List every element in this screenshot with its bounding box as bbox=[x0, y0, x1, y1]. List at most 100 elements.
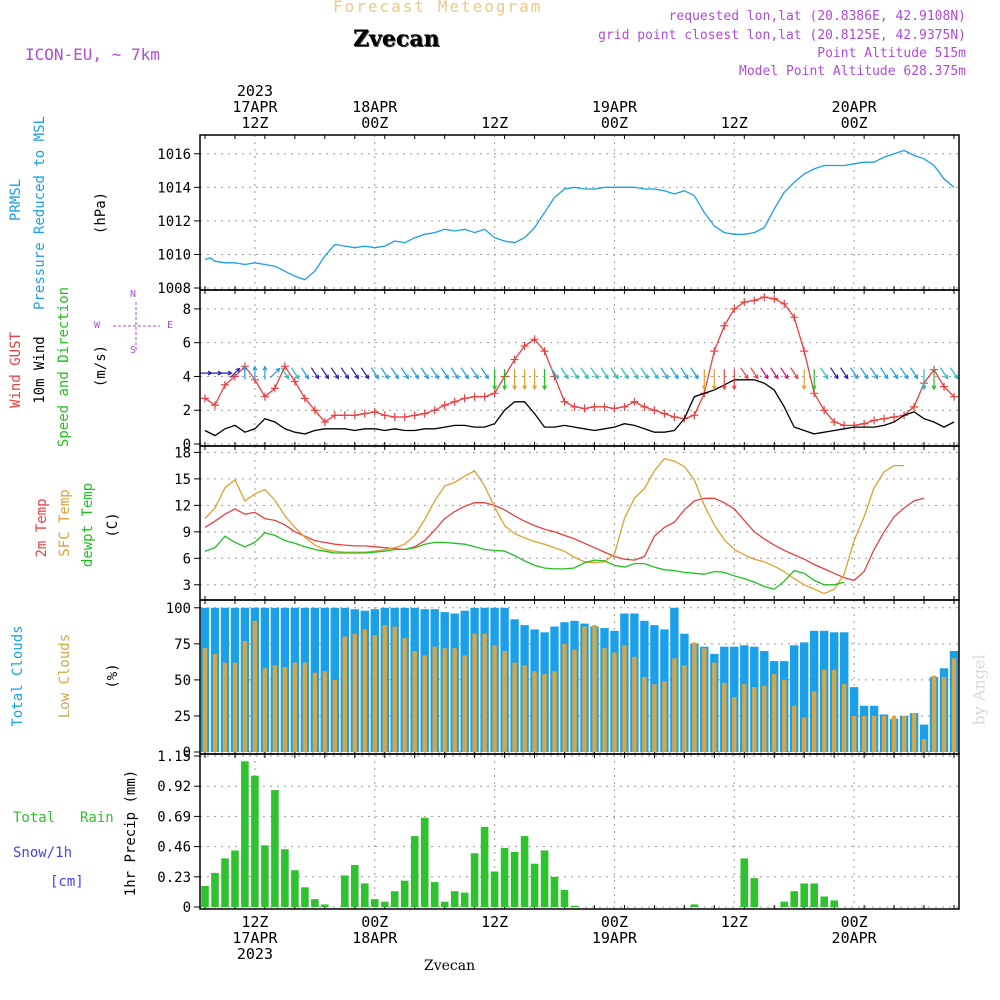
wind-arrow bbox=[218, 370, 233, 376]
gust-marker bbox=[290, 377, 299, 386]
temp-sfc-label: SFC Temp bbox=[57, 489, 73, 557]
gridpoint-coords: grid point closest lon,lat (20.8125E, 42… bbox=[598, 28, 966, 43]
panel-clouds: 0 25 50 75 100 bbox=[166, 599, 960, 761]
gust-marker bbox=[810, 389, 819, 398]
wind-arrow bbox=[590, 367, 599, 380]
bar-low-cloud bbox=[392, 626, 397, 752]
wind-unit: (m/s) bbox=[93, 344, 109, 388]
wind-arrow bbox=[320, 367, 330, 380]
wind-arrow bbox=[350, 367, 360, 380]
wind-arrow bbox=[242, 365, 248, 380]
bar-precip bbox=[361, 883, 369, 907]
bar-precip bbox=[690, 904, 699, 907]
bar-low-cloud bbox=[352, 633, 357, 752]
panel-frame bbox=[199, 753, 960, 910]
wind-arrow bbox=[290, 367, 300, 380]
y-tick-label: 0.46 bbox=[157, 840, 191, 856]
gust-marker bbox=[200, 394, 209, 403]
y-tick-label: 1008 bbox=[157, 281, 191, 297]
bar-low-cloud bbox=[792, 705, 797, 752]
y-tick-label: 0.69 bbox=[157, 809, 191, 825]
bar-precip bbox=[450, 891, 459, 907]
wind-arrow bbox=[721, 369, 727, 391]
panel-precip: 0 0.23 0.46 0.69 0.92 1.15 bbox=[157, 749, 960, 916]
wind-arrow bbox=[760, 367, 769, 380]
bar-low-cloud bbox=[722, 682, 727, 752]
temp-unit: (C) bbox=[105, 512, 121, 538]
gust-marker bbox=[940, 382, 949, 391]
top-time-label: 12Z bbox=[721, 114, 748, 132]
bar-low-cloud bbox=[911, 713, 917, 752]
bar-low-cloud bbox=[702, 648, 707, 752]
model-point-altitude: Model Point Altitude 628.375m bbox=[739, 64, 966, 79]
gust-marker bbox=[890, 412, 899, 421]
wind-arrow bbox=[610, 367, 619, 380]
low-clouds-label: Low Clouds bbox=[57, 633, 73, 719]
wind-arrow bbox=[939, 367, 949, 380]
gust-marker bbox=[210, 401, 219, 410]
bar-low-cloud bbox=[542, 674, 547, 752]
bar-precip bbox=[830, 900, 838, 907]
bottom-time-label: 00Z bbox=[841, 913, 868, 931]
y-tick-label: 8 bbox=[183, 302, 191, 318]
wind-arrow bbox=[680, 367, 689, 380]
total-clouds-label: Total Clouds bbox=[10, 625, 26, 727]
bar-precip bbox=[500, 847, 509, 907]
bar-precip bbox=[291, 870, 299, 907]
gust-marker bbox=[260, 392, 269, 401]
bar-low-cloud bbox=[432, 646, 437, 752]
y-tick-label: 12 bbox=[174, 498, 191, 514]
bar-low-cloud bbox=[212, 653, 218, 752]
gust-marker bbox=[400, 412, 409, 421]
gust-marker bbox=[650, 406, 659, 415]
bar-low-cloud bbox=[861, 715, 867, 752]
gust-marker bbox=[750, 296, 759, 305]
panel-wind: 0 2 4 6 8 bbox=[183, 289, 960, 453]
gust-marker bbox=[720, 321, 729, 330]
bar-low-cloud bbox=[592, 625, 597, 752]
bar-low-cloud bbox=[931, 675, 937, 752]
wind-arrow bbox=[931, 369, 937, 391]
top-time-label: 19APR bbox=[592, 98, 638, 116]
bar-low-cloud bbox=[302, 662, 308, 752]
wind-arrow bbox=[850, 367, 859, 380]
bar-precip bbox=[241, 761, 249, 907]
bar-precip bbox=[800, 883, 808, 907]
gust-marker bbox=[360, 409, 369, 418]
panel-content bbox=[204, 149, 955, 281]
bottom-time-label: 12Z bbox=[721, 913, 748, 931]
gust-marker bbox=[820, 406, 829, 415]
gust-marker bbox=[780, 299, 789, 308]
bar-low-cloud bbox=[252, 620, 258, 753]
bar-low-cloud bbox=[492, 645, 497, 752]
bar-low-cloud bbox=[951, 658, 957, 753]
bar-precip bbox=[420, 817, 429, 907]
gust-marker bbox=[910, 402, 919, 411]
compass-n: N bbox=[130, 289, 137, 300]
bar-precip bbox=[261, 845, 269, 907]
bar-low-cloud bbox=[262, 668, 268, 752]
point-altitude: Point Altitude 515m bbox=[817, 46, 966, 61]
bar-total-cloud bbox=[800, 642, 809, 752]
gust-marker bbox=[850, 421, 859, 430]
gust-marker bbox=[490, 389, 499, 398]
y-tick-label: 100 bbox=[166, 601, 191, 617]
wind-arrow bbox=[650, 367, 659, 380]
snow-label: Snow/1h bbox=[13, 845, 73, 861]
wind-arrow bbox=[380, 367, 389, 380]
gust-marker bbox=[570, 402, 579, 411]
bar-low-cloud bbox=[502, 651, 507, 752]
y-tick-label: 0 bbox=[183, 745, 191, 761]
wind-arrow bbox=[252, 365, 258, 380]
y-tick-label: 9 bbox=[183, 525, 191, 541]
bar-precip bbox=[271, 790, 279, 907]
wind-arrow bbox=[740, 367, 749, 380]
bar-low-cloud bbox=[462, 655, 467, 752]
pressure-label-msl: Pressure Reduced to MSL bbox=[32, 116, 48, 310]
wind-arrow bbox=[560, 367, 569, 380]
panel-content bbox=[201, 761, 838, 907]
gust-marker bbox=[580, 404, 589, 413]
requested-coords: requested lon,lat (20.8386E, 42.9108N) bbox=[668, 9, 966, 24]
bar-precip bbox=[560, 889, 569, 907]
bar-precip bbox=[810, 883, 818, 907]
